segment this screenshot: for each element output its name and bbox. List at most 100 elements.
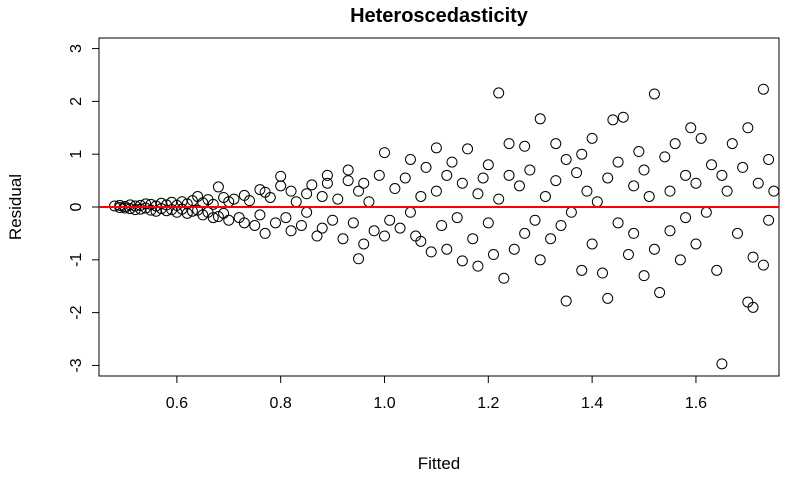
- x-tick-label: 0.6: [166, 395, 188, 412]
- data-point: [752, 177, 764, 189]
- data-point: [451, 212, 463, 224]
- data-point: [462, 143, 474, 155]
- y-axis-label: Residual: [6, 174, 25, 240]
- data-point: [254, 184, 266, 196]
- data-point: [622, 249, 634, 261]
- x-tick-label: 0.8: [270, 395, 292, 412]
- data-point: [301, 206, 313, 218]
- data-point: [763, 153, 775, 165]
- data-point: [628, 180, 640, 192]
- data-point: [420, 161, 432, 173]
- data-point: [342, 164, 354, 176]
- data-point: [456, 177, 468, 189]
- data-point: [477, 172, 489, 184]
- data-point: [467, 233, 479, 245]
- data-point: [576, 264, 588, 276]
- data-point: [716, 169, 728, 181]
- data-point: [664, 185, 676, 197]
- data-point: [358, 177, 370, 189]
- data-point: [659, 151, 671, 163]
- data-point: [197, 209, 209, 221]
- data-point: [207, 212, 219, 224]
- data-point: [415, 235, 427, 247]
- data-point: [368, 225, 380, 237]
- data-point: [700, 206, 712, 218]
- data-point: [290, 196, 302, 208]
- data-point: [664, 225, 676, 237]
- y-tick-label: 1: [68, 150, 85, 159]
- data-point: [488, 249, 500, 261]
- data-point: [669, 138, 681, 150]
- y-tick-label: 3: [68, 44, 85, 53]
- data-point: [223, 214, 235, 226]
- y-tick-label: 2: [68, 97, 85, 106]
- data-point: [285, 185, 297, 197]
- data-point: [384, 214, 396, 226]
- data-point: [218, 207, 230, 219]
- data-point: [358, 238, 370, 250]
- data-point: [602, 292, 614, 304]
- data-point: [316, 190, 328, 202]
- data-point: [389, 183, 401, 195]
- data-points: [109, 83, 780, 370]
- data-point: [353, 253, 365, 265]
- data-point: [378, 230, 390, 242]
- y-tick-label: -1: [68, 253, 85, 267]
- data-point: [628, 227, 640, 239]
- data-point: [768, 185, 780, 197]
- data-point: [597, 267, 609, 279]
- data-point: [747, 251, 759, 263]
- data-point: [565, 206, 577, 218]
- data-point: [160, 205, 172, 217]
- data-point: [207, 198, 219, 210]
- data-point: [731, 227, 743, 239]
- data-point: [399, 172, 411, 184]
- data-point: [560, 295, 572, 307]
- data-point: [742, 122, 754, 134]
- data-point: [674, 254, 686, 266]
- data-point: [737, 161, 749, 173]
- data-point: [363, 196, 375, 208]
- data-point: [280, 212, 292, 224]
- data-point: [680, 212, 692, 224]
- data-point: [498, 272, 510, 284]
- data-point: [534, 254, 546, 266]
- data-point: [586, 132, 598, 144]
- x-tick-label: 1.0: [373, 395, 395, 412]
- data-point: [212, 211, 224, 223]
- data-point: [643, 190, 655, 202]
- data-point: [648, 88, 660, 100]
- data-point: [472, 260, 484, 272]
- data-point: [321, 169, 333, 181]
- data-point: [550, 175, 562, 187]
- x-tick-label: 1.4: [581, 395, 603, 412]
- data-point: [508, 243, 520, 255]
- data-point: [378, 147, 390, 159]
- data-point: [560, 153, 572, 165]
- x-tick-label: 1.6: [685, 395, 707, 412]
- data-point: [436, 219, 448, 231]
- data-point: [332, 193, 344, 205]
- data-point: [726, 138, 738, 150]
- data-point: [695, 132, 707, 144]
- data-point: [503, 138, 515, 150]
- data-point: [482, 217, 494, 229]
- data-point: [690, 238, 702, 250]
- data-point: [493, 193, 505, 205]
- data-point: [529, 214, 541, 226]
- y-axis: -3 -2 -1 0 1 2 3: [68, 44, 100, 373]
- data-point: [571, 167, 583, 179]
- x-axis-label: Fitted: [418, 454, 461, 473]
- data-point: [394, 222, 406, 234]
- data-point: [238, 217, 250, 229]
- data-point: [446, 156, 458, 168]
- data-point: [228, 193, 240, 205]
- data-point: [591, 196, 603, 208]
- data-point: [415, 190, 427, 202]
- data-point: [576, 148, 588, 160]
- data-point: [301, 188, 313, 200]
- data-point: [763, 214, 775, 226]
- x-tick-label: 1.2: [477, 395, 499, 412]
- data-point: [321, 177, 333, 189]
- data-point: [721, 185, 733, 197]
